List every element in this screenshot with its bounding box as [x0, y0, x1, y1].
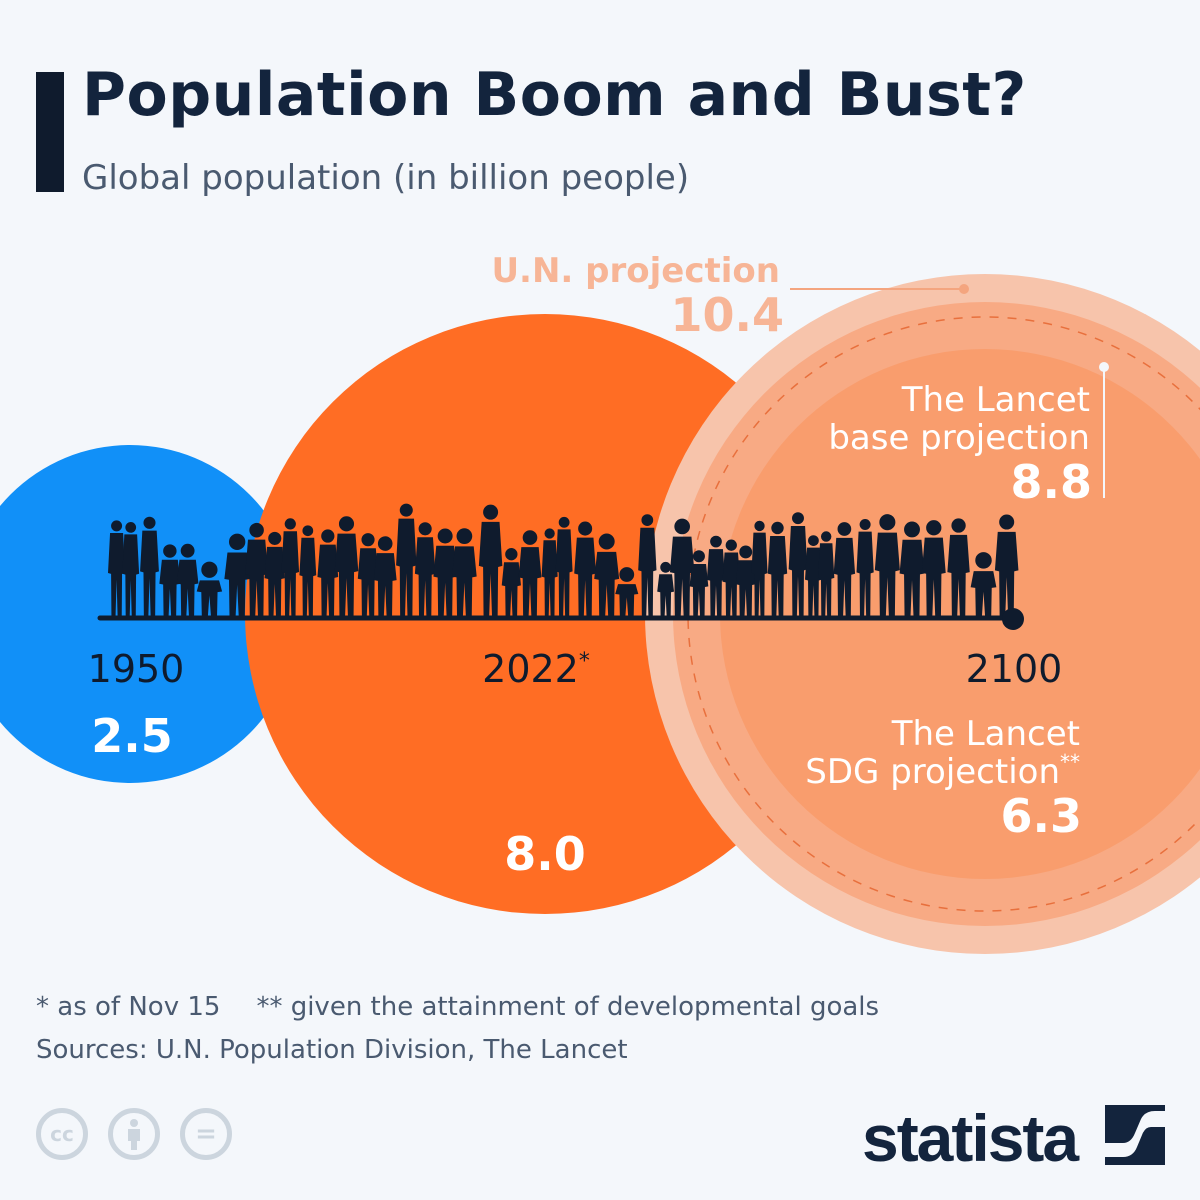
person-silhouette	[541, 528, 558, 616]
sources: Sources: U.N. Population Division, The L…	[36, 1035, 628, 1065]
no-derivatives-icon[interactable]: =	[180, 1108, 232, 1160]
person-silhouette	[638, 514, 657, 616]
lancet-sdg-label-1: The Lancet	[891, 714, 1080, 754]
person-silhouette	[357, 533, 379, 616]
person-silhouette	[970, 552, 997, 616]
person-silhouette	[140, 516, 159, 616]
lancet-sdg-label-2: SDG projection**	[805, 750, 1080, 792]
person-silhouette	[805, 535, 822, 616]
cc-icon-text: cc	[50, 1122, 74, 1146]
brand-text: statista	[862, 1101, 1079, 1175]
person-silhouette	[833, 522, 856, 616]
person-silhouette	[899, 521, 925, 616]
lancet-sdg-value: 6.3	[1001, 789, 1083, 843]
person-silhouette	[433, 528, 457, 616]
person-silhouette	[264, 531, 285, 616]
person-silhouette	[856, 518, 874, 616]
person-silhouette	[818, 531, 835, 616]
person-silhouette	[122, 522, 140, 616]
person-silhouette	[317, 529, 339, 616]
person-silhouette	[373, 536, 397, 616]
person-silhouette	[669, 518, 695, 616]
lancet-base-label-2: base projection	[828, 418, 1090, 458]
footnotes: * as of Nov 15 ** given the attainment of…	[36, 992, 879, 1022]
person-silhouette	[689, 550, 709, 616]
person-silhouette	[735, 545, 756, 616]
page-subtitle: Global population (in billion people)	[82, 158, 690, 198]
person-silhouette	[574, 521, 597, 616]
person-silhouette	[921, 520, 946, 616]
person-silhouette	[555, 516, 573, 616]
person-silhouette	[788, 512, 808, 616]
cc-license-icon[interactable]: cc	[36, 1108, 88, 1160]
year-1950-label: 1950	[88, 647, 185, 691]
un-projection-value: 10.4	[671, 288, 785, 342]
bubble-chart: 1950 2.5 2022* 8.0 2100 U.N. projection …	[0, 251, 1200, 954]
lancet-base-value: 8.8	[1011, 455, 1093, 509]
person-silhouette	[196, 561, 223, 616]
value-2022: 8.0	[504, 827, 586, 881]
person-silhouette	[396, 503, 417, 616]
people-silhouettes	[108, 503, 1019, 616]
page-title: Population Boom and Bust?	[82, 60, 1027, 130]
statista-logo-mark-icon	[1105, 1105, 1165, 1165]
person-silhouette	[176, 543, 199, 616]
person-silhouette	[994, 514, 1019, 616]
person-silhouette	[874, 514, 900, 616]
person-silhouette	[245, 522, 268, 616]
person-silhouette	[518, 530, 542, 616]
timeline-end-dot	[1002, 608, 1024, 630]
year-2022-label: 2022*	[482, 647, 590, 691]
footnote-2: ** given the attainment of developmental…	[256, 992, 880, 1022]
title-accent-bar	[36, 72, 64, 192]
value-1950: 2.5	[91, 709, 173, 763]
lancet-base-label-1: The Lancet	[901, 380, 1090, 420]
person-silhouette	[501, 548, 521, 616]
un-projection-label: U.N. projection	[491, 251, 780, 291]
person-silhouette	[334, 516, 359, 616]
person-icon	[128, 1119, 140, 1150]
bubble-1950	[0, 445, 299, 783]
base-leader-dot	[1099, 362, 1109, 372]
person-silhouette	[299, 525, 317, 616]
person-silhouette	[414, 522, 436, 616]
person-silhouette	[615, 567, 639, 616]
attribution-icon[interactable]	[108, 1108, 160, 1160]
footnote-1: * as of Nov 15	[36, 992, 221, 1022]
person-silhouette	[159, 544, 181, 616]
year-2100-label: 2100	[966, 647, 1063, 691]
statista-logo[interactable]: statista	[862, 1100, 1079, 1176]
person-silhouette	[108, 520, 126, 616]
person-silhouette	[594, 533, 620, 616]
person-silhouette	[281, 518, 300, 616]
person-silhouette	[767, 521, 788, 616]
nd-icon-text: =	[195, 1119, 217, 1149]
person-silhouette	[722, 539, 741, 616]
person-silhouette	[947, 518, 970, 616]
person-silhouette	[478, 504, 503, 616]
person-silhouette	[224, 533, 250, 616]
person-silhouette	[706, 535, 726, 616]
person-silhouette	[751, 520, 768, 616]
person-silhouette	[452, 528, 477, 616]
person-silhouette	[657, 561, 675, 616]
un-leader-dot	[959, 284, 969, 294]
